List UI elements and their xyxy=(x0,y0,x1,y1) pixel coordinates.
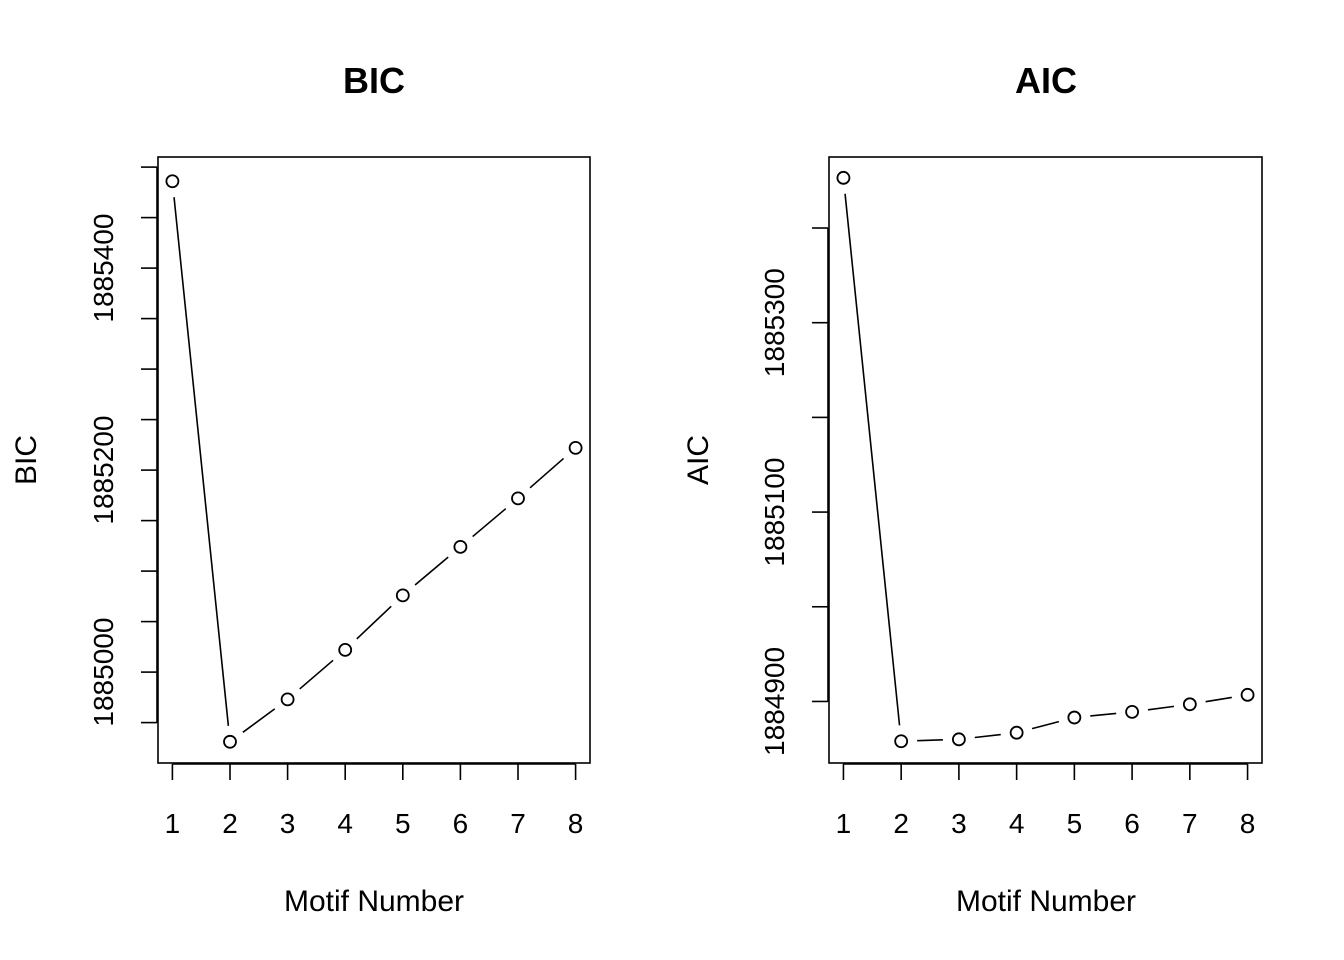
y-tick-label: 1884900 xyxy=(759,647,790,756)
series-segment xyxy=(414,556,449,586)
data-point xyxy=(338,642,353,657)
y-tick-label: 1885400 xyxy=(88,214,119,323)
data-point xyxy=(836,170,851,185)
data-point xyxy=(1009,725,1024,740)
series-segment xyxy=(1031,720,1060,730)
x-tick-label: 4 xyxy=(1009,808,1025,839)
series-segment xyxy=(529,457,565,489)
data-point xyxy=(395,588,410,603)
data-point xyxy=(952,732,966,747)
aic-panel: AIC Motif Number AIC 1 2 3 4 5 6 7 8 1884900 1885… xyxy=(682,60,1263,918)
y-axis-title: AIC xyxy=(682,435,715,485)
series-segment xyxy=(1090,712,1117,717)
x-tick-label: 1 xyxy=(836,808,852,839)
data-point xyxy=(453,539,468,554)
x-tick-label: 6 xyxy=(453,808,469,839)
series-segment xyxy=(356,605,392,640)
plot-frame xyxy=(828,156,1263,764)
bic-panel: BIC Motif Number BIC 1 2 3 4 5 6 7 8 1885000 1885… xyxy=(10,60,591,918)
chart-title: AIC xyxy=(1015,60,1077,101)
y-tick-label: 1885100 xyxy=(759,458,790,567)
chart-title: BIC xyxy=(343,60,405,101)
data-point xyxy=(223,734,237,749)
y-tick-label: 1885000 xyxy=(88,618,119,727)
series-segment xyxy=(242,708,276,733)
y-tick-label: 1885300 xyxy=(759,268,790,377)
plot-frame xyxy=(157,156,591,764)
series-segment xyxy=(1147,705,1175,711)
series-segment xyxy=(917,739,943,742)
series-segment xyxy=(1205,696,1232,703)
x-tick-label: 2 xyxy=(893,808,909,839)
data-point xyxy=(894,734,909,749)
x-tick-label: 8 xyxy=(1240,808,1256,839)
data-point xyxy=(1067,710,1082,725)
data-point xyxy=(1182,697,1197,712)
x-tick-label: 4 xyxy=(337,808,353,839)
x-tick-label: 8 xyxy=(568,808,584,839)
data-point xyxy=(1240,687,1255,702)
x-tick-label: 7 xyxy=(1182,808,1198,839)
x-tick-label: 5 xyxy=(395,808,411,839)
x-tick-label: 2 xyxy=(222,808,238,839)
x-axis-title: Motif Number xyxy=(284,885,464,918)
series-segment xyxy=(472,508,507,538)
data-point xyxy=(568,440,583,455)
x-tick-label: 5 xyxy=(1067,808,1083,839)
x-tick-label: 1 xyxy=(165,808,181,839)
data-point xyxy=(511,491,525,506)
x-tick-label: 3 xyxy=(951,808,967,839)
data-point xyxy=(280,692,295,707)
data-point xyxy=(165,174,180,189)
series-segment xyxy=(299,659,334,690)
x-tick-label: 6 xyxy=(1124,808,1140,839)
x-axis-title: Motif Number xyxy=(956,885,1136,918)
series-segment xyxy=(974,733,1001,739)
data-point xyxy=(1125,704,1139,719)
series-segment xyxy=(844,193,901,726)
y-tick-label: 1885200 xyxy=(88,416,119,525)
x-tick-label: 7 xyxy=(510,808,526,839)
y-axis-title: BIC xyxy=(10,435,43,485)
x-tick-label: 3 xyxy=(280,808,296,839)
series-segment xyxy=(173,197,230,726)
